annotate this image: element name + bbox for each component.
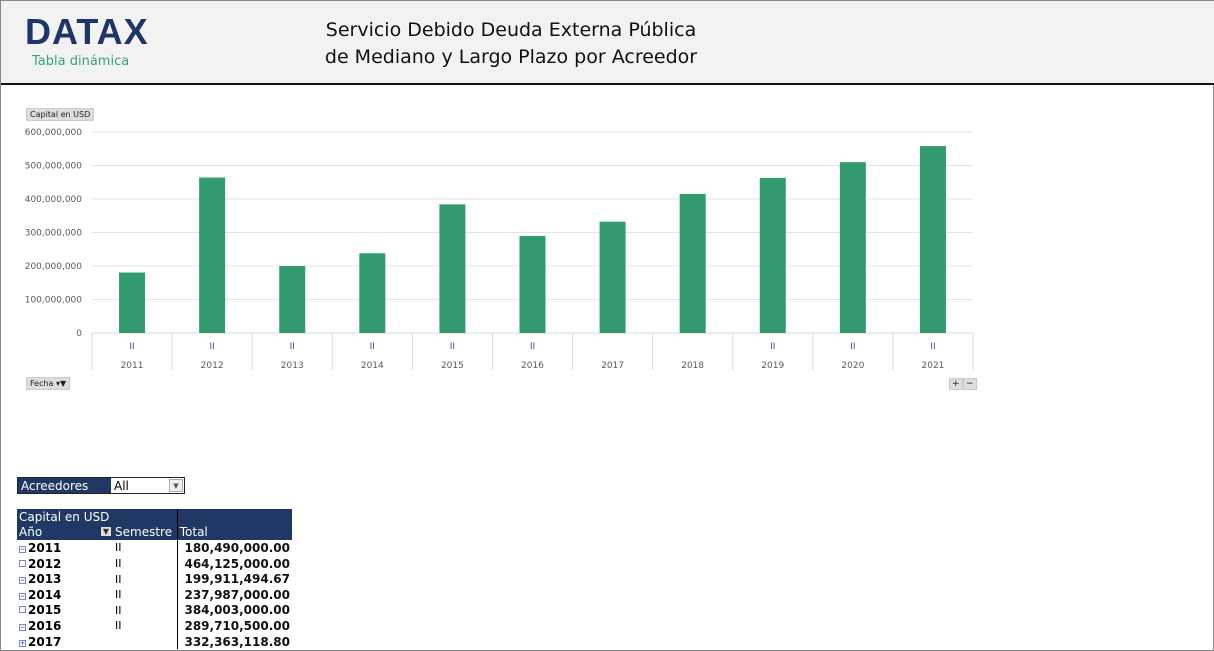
table-row: −2011 II 180,490,000.00: [17, 540, 292, 556]
semester-cell: II: [113, 618, 178, 634]
pivot-table: Capital en USD Año ▼ Semestre Total −2011 II…: [17, 509, 292, 650]
bar-2011[interactable]: [119, 272, 146, 333]
collapse-field-button[interactable]: −: [963, 378, 977, 390]
year-cell: 2012: [28, 556, 62, 571]
col-year: Año: [19, 525, 43, 540]
bar-2021[interactable]: [919, 146, 946, 333]
total-cell: 289,710,500.00: [184, 618, 290, 633]
x-tick-label: 2018: [681, 361, 704, 371]
year-cell: 2015: [28, 603, 62, 618]
table-row: −2014 II 237,987,000.00: [17, 586, 292, 603]
title-line-1: Servicio Debido Deuda Externa Pública: [325, 19, 697, 41]
filter-value[interactable]: All ▼: [111, 478, 184, 493]
fecha-field-button[interactable]: Fecha ▾▼: [26, 377, 71, 390]
total-cell: 237,987,000.00: [184, 587, 290, 602]
row-filter-icon[interactable]: ▼: [100, 527, 111, 537]
year-cell: 2014: [28, 587, 62, 602]
bar-2016[interactable]: [519, 235, 546, 333]
dropdown-arrow-icon[interactable]: ▼: [169, 479, 183, 492]
pivot-header-title: Capital en USD: [17, 509, 178, 525]
acreedores-filter: Acreedores All ▼: [17, 477, 185, 494]
bar-2020[interactable]: [839, 162, 866, 333]
expand-collapse-icon[interactable]: −: [19, 592, 26, 600]
year-cell: 2017: [28, 634, 62, 649]
year-cell: 2016: [28, 618, 62, 633]
expand-collapse-icon[interactable]: −: [19, 577, 26, 585]
x-subcategory-label: II: [370, 342, 375, 352]
total-cell: 384,003,000.00: [184, 603, 290, 618]
bar-2019[interactable]: [759, 177, 786, 333]
x-subcategory-label: II: [770, 342, 775, 352]
col-semester: Semestre: [113, 524, 178, 541]
semester-cell: [113, 633, 178, 650]
semester-cell: II: [113, 571, 178, 587]
fecha-label: Fecha: [30, 379, 54, 388]
total-cell: 180,490,000.00: [184, 540, 290, 555]
col-total: Total: [177, 524, 292, 541]
header: DATAX Tabla dinámica Servicio Debido Deu…: [1, 1, 1214, 85]
x-tick-label: 2011: [121, 361, 144, 371]
x-subcategory-label: II: [129, 342, 134, 352]
value-field-button[interactable]: Capital en USD: [26, 108, 95, 121]
table-row: +2017 332,363,118.80: [17, 633, 292, 650]
year-cell: 2011: [28, 540, 62, 555]
filter-icon: ▾▼: [56, 379, 67, 388]
bar-2015[interactable]: [439, 204, 466, 333]
x-tick-label: 2013: [281, 361, 304, 371]
x-tick-label: 2020: [841, 361, 864, 371]
x-subcategory-label: II: [530, 342, 535, 352]
page-title: Servicio Debido Deuda Externa Pública de…: [261, 17, 761, 71]
expand-collapse-icon[interactable]: −: [19, 623, 26, 631]
year-cell: 2013: [28, 572, 62, 587]
table-row: 2015 II 384,003,000.00: [17, 602, 292, 619]
filter-label: Acreedores: [18, 478, 111, 493]
logo-subtitle: Tabla dinámica: [32, 54, 130, 69]
y-tick-label: 500,000,000: [25, 162, 83, 172]
x-subcategory-label: II: [209, 342, 214, 352]
x-tick-label: 2021: [922, 361, 945, 371]
total-cell: 199,911,494.67: [184, 572, 290, 587]
table-row: −2016 II 289,710,500.00: [17, 618, 292, 634]
bar-2012[interactable]: [199, 177, 226, 333]
expand-collapse-icon[interactable]: −: [19, 545, 26, 553]
total-cell: 464,125,000.00: [184, 556, 290, 571]
x-subcategory-label: II: [930, 342, 935, 352]
semester-cell: II: [113, 602, 178, 619]
semester-cell: II: [113, 555, 178, 572]
expand-collapse-icon[interactable]: [19, 559, 26, 567]
expand-collapse-icon[interactable]: +: [19, 639, 26, 647]
y-tick-label: 600,000,000: [25, 128, 83, 138]
y-tick-label: 0: [76, 329, 82, 339]
y-tick-label: 200,000,000: [25, 262, 83, 272]
x-tick-label: 2012: [201, 361, 224, 371]
datax-logo: DATAX: [25, 11, 149, 52]
x-tick-label: 2015: [441, 361, 464, 371]
x-tick-label: 2019: [761, 361, 784, 371]
x-subcategory-label: II: [850, 342, 855, 352]
x-tick-label: 2016: [521, 361, 544, 371]
pivot-chart: 0 100,000,000 200,000,000 300,000,000 400,00…: [25, 128, 974, 371]
title-line-2: de Mediano y Largo Plazo por Acreedor: [324, 46, 698, 68]
x-subcategory-label: II: [450, 342, 455, 352]
table-row: 2012 II 464,125,000.00: [17, 555, 292, 572]
total-cell: 332,363,118.80: [184, 634, 290, 649]
x-subcategory-label: II: [290, 342, 295, 352]
x-tick-label: 2017: [601, 361, 624, 371]
semester-cell: II: [113, 586, 178, 603]
x-tick-label: 2014: [361, 361, 384, 371]
expand-field-button[interactable]: +: [949, 378, 963, 390]
bar-2014[interactable]: [359, 253, 386, 333]
filter-value-text: All: [114, 479, 129, 493]
y-tick-label: 300,000,000: [25, 229, 83, 239]
table-row: −2013 II 199,911,494.67: [17, 571, 292, 587]
bar-2017[interactable]: [599, 221, 626, 333]
expand-collapse-icon[interactable]: [19, 606, 26, 614]
bar-2018[interactable]: [679, 193, 706, 333]
semester-cell: II: [113, 540, 178, 556]
y-tick-label: 100,000,000: [25, 296, 83, 306]
y-tick-label: 400,000,000: [25, 195, 83, 205]
bar-2013[interactable]: [279, 266, 306, 333]
